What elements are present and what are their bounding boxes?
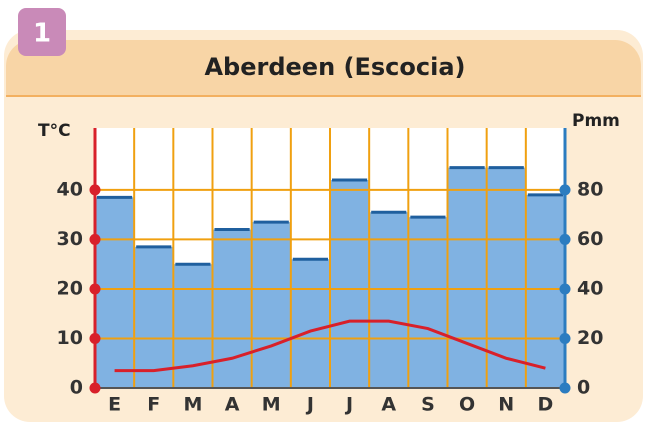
x-tick-label: A <box>381 394 396 416</box>
x-tick-label: A <box>225 394 240 416</box>
y-tick-label: 30 <box>57 228 83 250</box>
y-tick-label: 10 <box>57 327 83 349</box>
y-tick-label: 20 <box>57 277 83 299</box>
y-tick-dot <box>89 332 101 344</box>
bar <box>369 212 409 388</box>
bar <box>408 217 448 388</box>
y2-tick-dot <box>559 233 571 245</box>
y2-tick-label: 0 <box>577 377 590 399</box>
y-tick-dot <box>89 382 101 394</box>
y2-axis-label: Pmm <box>572 111 620 131</box>
temperature-line <box>114 319 546 373</box>
bar <box>290 259 330 388</box>
y2-tick-dot <box>559 332 571 344</box>
y2-tick-dot <box>559 382 571 394</box>
x-tick-label: O <box>459 394 475 416</box>
bar <box>134 246 174 388</box>
header-band <box>5 40 642 96</box>
x-tick-label: M <box>183 394 202 416</box>
bar <box>95 197 135 388</box>
y2-tick-label: 40 <box>577 277 603 299</box>
x-tick-label: N <box>498 394 514 416</box>
x-tick-label: E <box>108 394 121 416</box>
x-tick-label: F <box>147 394 160 416</box>
badge <box>18 8 66 56</box>
y-tick-label: 40 <box>57 178 83 200</box>
bar <box>447 167 487 388</box>
bar <box>212 229 252 388</box>
badge-number: 1 <box>33 19 51 49</box>
x-tick-label: D <box>538 394 554 416</box>
y2-tick-label: 80 <box>577 178 603 200</box>
x-tick-label: J <box>305 394 314 416</box>
y-tick-dot <box>89 283 101 295</box>
bar <box>173 264 213 388</box>
y-tick-label: 0 <box>70 377 83 399</box>
y2-tick-label: 20 <box>577 327 603 349</box>
y2-tick-dot <box>559 184 571 196</box>
x-tick-label: J <box>344 394 353 416</box>
y2-tick-dot <box>559 283 571 295</box>
y-tick-dot <box>89 184 101 196</box>
y-tick-dot <box>89 233 101 245</box>
chart-title: Aberdeen (Escocia) <box>204 53 465 81</box>
bar <box>525 194 565 388</box>
bar <box>486 167 526 388</box>
y-axis-label: T°C <box>38 121 71 141</box>
x-tick-label: M <box>262 394 281 416</box>
x-tick-label: S <box>421 394 435 416</box>
y2-tick-label: 60 <box>577 228 603 250</box>
bar <box>330 180 370 388</box>
bar <box>251 222 291 388</box>
